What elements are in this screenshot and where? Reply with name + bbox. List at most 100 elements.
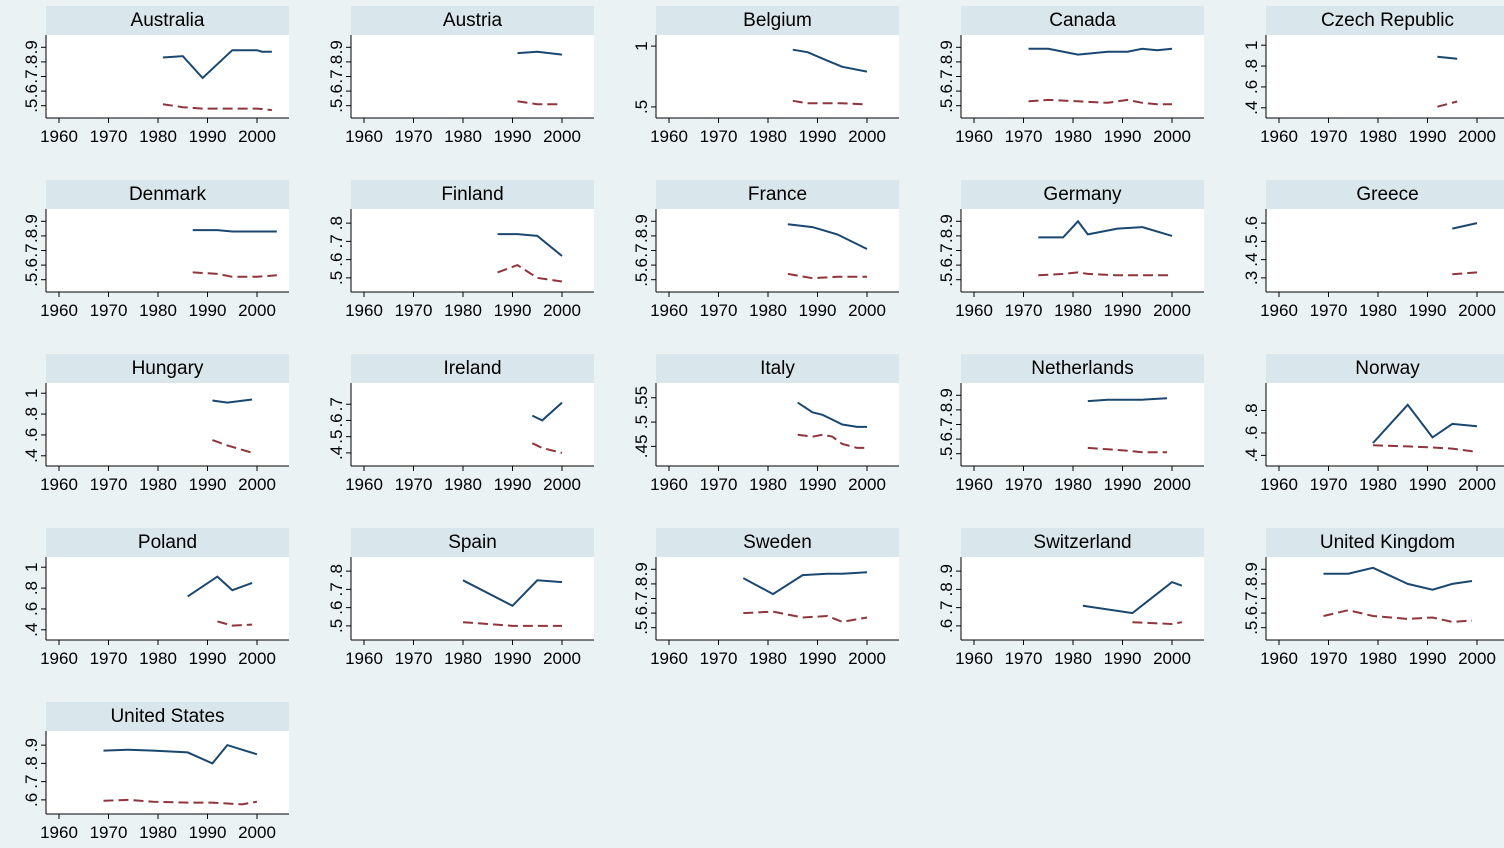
y-tick-label: .9 <box>327 40 346 54</box>
y-tick-label: .3 <box>1242 271 1261 285</box>
series-dashed-line <box>1132 621 1183 626</box>
x-tick-label: 1960 <box>40 823 78 842</box>
series-dashed-line <box>497 263 563 283</box>
x-tick-label: 1960 <box>40 649 78 668</box>
y-tick-label: .6 <box>1242 80 1261 94</box>
y-tick-label: .6 <box>327 601 346 615</box>
series-solid-line <box>1452 222 1478 230</box>
x-tick-label: 2000 <box>1458 127 1496 146</box>
y-tick-label: .9 <box>1242 562 1261 576</box>
y-tick-label: .8 <box>22 581 41 595</box>
x-tick-label: 2000 <box>543 127 581 146</box>
x-tick-label: 1970 <box>700 127 738 146</box>
panel-finland: Finland 1960 1970 1980 1990 2000 .5 .6 .7 .8 <box>327 180 594 320</box>
y-tick-label: .7 <box>632 243 651 257</box>
y-tick-label: .5 <box>327 430 346 444</box>
x-tick-label: 1980 <box>749 301 787 320</box>
y-tick-label: .5 <box>22 273 41 287</box>
x-tick-label: 1980 <box>444 301 482 320</box>
y-tick-label: .8 <box>327 55 346 69</box>
y-tick-label: 1 <box>22 562 41 571</box>
x-tick-label: 1990 <box>799 127 837 146</box>
panel-greece: Greece 1960 1970 1980 1990 2000 .3 .4 .5 .6 <box>1242 180 1504 320</box>
series-dashed-line <box>797 433 867 449</box>
panel-title: Germany <box>1043 184 1122 205</box>
panel-title: United States <box>110 706 224 727</box>
x-tick-label: 1970 <box>90 301 128 320</box>
panel-header <box>351 180 594 209</box>
y-tick-label: .9 <box>22 40 41 54</box>
panel-title: Switzerland <box>1033 532 1131 553</box>
panel-title: Belgium <box>743 10 812 31</box>
series-solid-line <box>742 571 868 596</box>
plot-area <box>656 383 899 466</box>
panel-title: Netherlands <box>1031 358 1133 379</box>
panel-title: Norway <box>1355 358 1420 379</box>
series-dashed-line <box>162 103 273 112</box>
series-dashed-line <box>462 621 562 627</box>
panel-france: France 1960 1970 1980 1990 2000 .5.6.7.8.9 <box>632 180 899 320</box>
x-tick-label: 1970 <box>1310 301 1348 320</box>
x-tick-label: 1990 <box>189 301 227 320</box>
panel-title: Czech Republic <box>1321 10 1454 31</box>
x-tick-label: 2000 <box>1458 649 1496 668</box>
panel-hungary: Hungary 1960 1970 1980 1990 2000 .4 .6 .8 1 <box>22 354 289 494</box>
x-tick-label: 2000 <box>1458 301 1496 320</box>
x-tick-label: 1990 <box>1104 301 1142 320</box>
series-solid-line <box>797 401 867 428</box>
y-tick-label: .5 <box>327 619 346 633</box>
x-tick-label: 1970 <box>395 475 433 494</box>
x-tick-label: 1960 <box>40 127 78 146</box>
x-tick-label: 1960 <box>1260 301 1298 320</box>
y-tick-label: .8 <box>22 407 41 421</box>
series-solid-line <box>1372 403 1478 444</box>
x-tick-label: 1990 <box>1409 301 1447 320</box>
x-tick-label: 2000 <box>543 475 581 494</box>
panel-poland: Poland 1960 1970 1980 1990 2000 .4 .6 .8 1 <box>22 528 289 668</box>
y-tick-label: .7 <box>937 601 956 615</box>
x-tick-label: 2000 <box>848 649 886 668</box>
x-tick-label: 1970 <box>1005 127 1043 146</box>
y-tick-label: .8 <box>22 756 41 770</box>
plot-area <box>961 383 1204 466</box>
y-tick-label: .8 <box>1242 577 1261 591</box>
plot-area <box>1266 35 1504 118</box>
x-tick-label: 1990 <box>494 649 532 668</box>
series-dashed-line <box>517 100 562 106</box>
panel-header <box>656 180 899 209</box>
plot-area <box>351 35 594 118</box>
x-tick-label: 1960 <box>650 649 688 668</box>
y-tick-label: .6 <box>22 84 41 98</box>
y-tick-label: .5 <box>632 415 651 429</box>
series-dashed-line <box>531 442 563 454</box>
x-tick-label: 1970 <box>1005 475 1043 494</box>
series-solid-line <box>792 48 868 73</box>
y-tick-label: .9 <box>22 214 41 228</box>
panel-australia: Australia 1960 1970 1980 1990 2000 .5.6.7.8.9 <box>22 6 289 146</box>
panel-header <box>46 180 289 209</box>
panel-header <box>656 528 899 557</box>
y-tick-label: .7 <box>22 243 41 257</box>
x-tick-label: 1980 <box>1054 127 1092 146</box>
panel-header <box>656 6 899 35</box>
y-tick-label: .6 <box>937 84 956 98</box>
y-tick-label: .7 <box>937 243 956 257</box>
x-tick-label: 1990 <box>799 475 837 494</box>
series-dashed-line <box>787 272 867 280</box>
y-tick-label: .6 <box>937 432 956 446</box>
x-tick-label: 1980 <box>1054 301 1092 320</box>
plot-area <box>961 35 1204 118</box>
x-tick-label: 1970 <box>700 649 738 668</box>
panel-norway: Norway 1960 1970 1980 1990 2000 .4 .6 .8 <box>1242 354 1504 494</box>
y-tick-label: .8 <box>22 229 41 243</box>
series-solid-line <box>1028 47 1173 56</box>
y-tick-label: .6 <box>1242 216 1261 230</box>
y-tick-label: .9 <box>632 214 651 228</box>
panel-header <box>351 6 594 35</box>
x-tick-label: 1990 <box>189 475 227 494</box>
x-tick-label: 1980 <box>444 649 482 668</box>
panel-header <box>961 528 1204 557</box>
panel-header <box>656 354 899 383</box>
panel-title: Canada <box>1049 10 1116 31</box>
panel-belgium: Belgium 1960 1970 1980 1990 2000 .5 1 <box>632 6 899 146</box>
